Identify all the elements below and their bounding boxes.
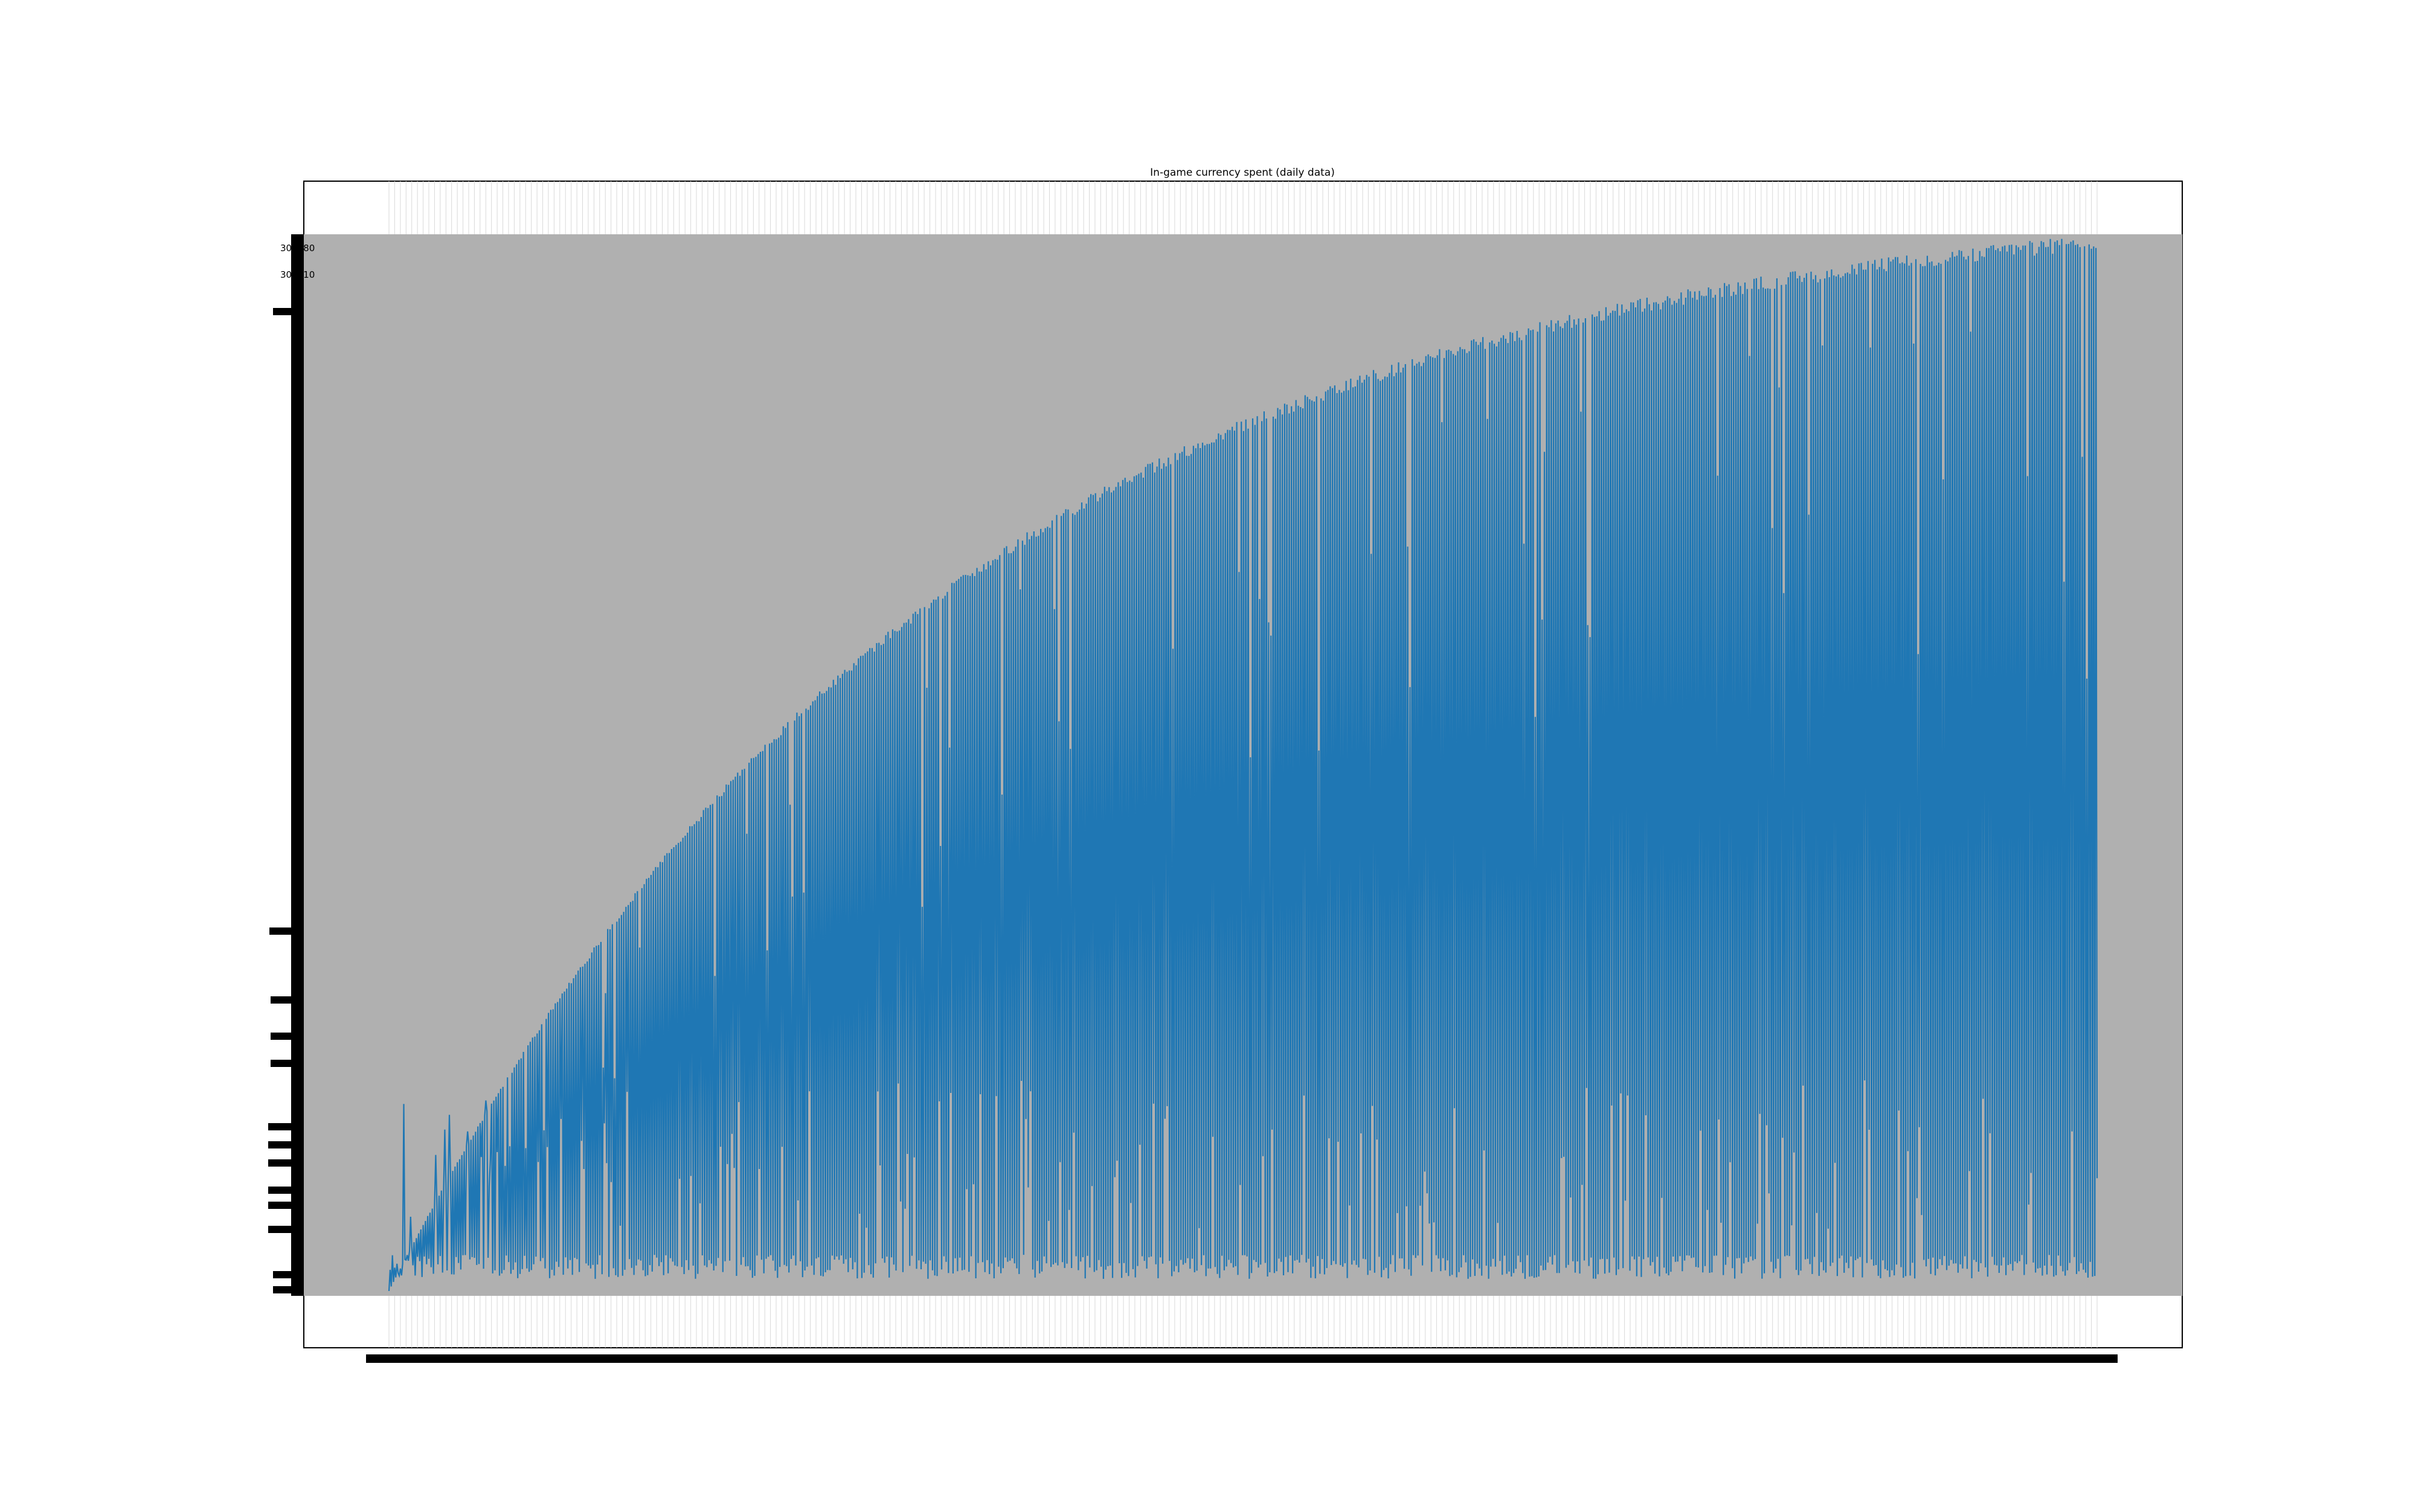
x-tick-labels bbox=[366, 1354, 2118, 1363]
series-line bbox=[388, 239, 2098, 1292]
y-tick-label-cluster bbox=[269, 927, 291, 935]
y-tick-label-cluster bbox=[273, 1271, 291, 1278]
y-tick-label-cluster bbox=[268, 1123, 291, 1130]
y-tick-label-cluster bbox=[268, 1226, 291, 1233]
y-tick-label: 307480 bbox=[280, 243, 315, 254]
y-tick-label-cluster bbox=[273, 1286, 291, 1293]
y-tick-label-cluster bbox=[271, 1060, 291, 1067]
y-tick-labels bbox=[268, 234, 303, 1296]
y-tick-label-cluster bbox=[271, 1033, 291, 1040]
y-tick-label-column bbox=[291, 234, 303, 1296]
y-tick-label-cluster bbox=[273, 308, 291, 315]
x-tick-label-row bbox=[366, 1354, 2118, 1363]
y-tick-label-cluster bbox=[268, 1141, 291, 1148]
chart-title: In-game currency spent (daily data) bbox=[1150, 167, 1335, 179]
y-tick-label-cluster bbox=[268, 1187, 291, 1194]
y-tick-label-cluster bbox=[271, 996, 291, 1004]
y-tick-label-cluster bbox=[268, 1202, 291, 1209]
y-tick-label: 307510 bbox=[280, 269, 315, 280]
y-tick-label-cluster bbox=[268, 1159, 291, 1167]
